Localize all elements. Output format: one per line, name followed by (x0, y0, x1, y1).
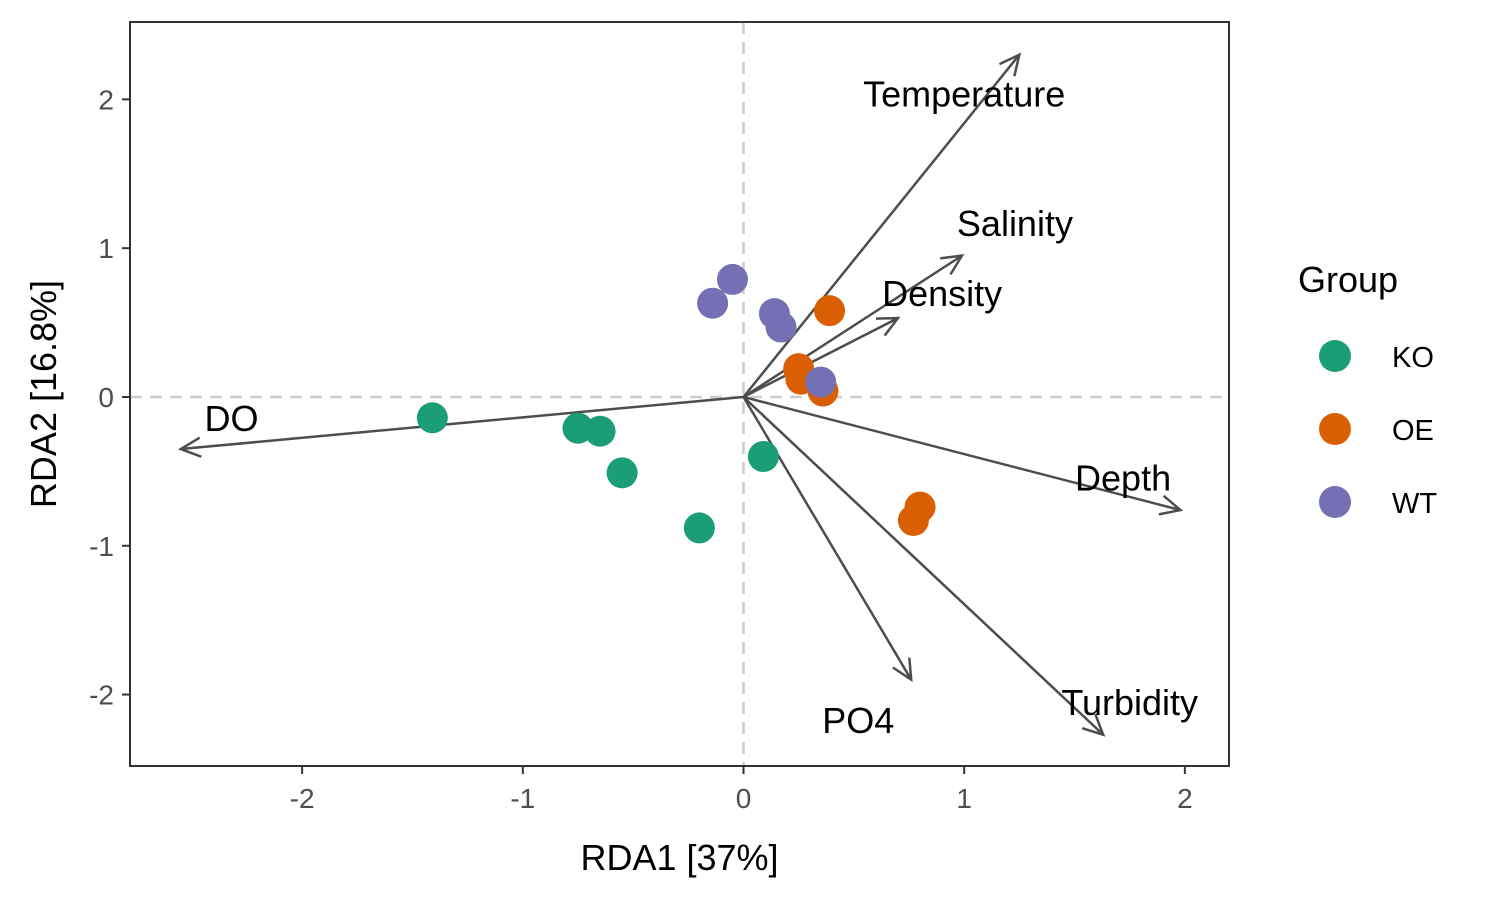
arrow-label-salinity: Salinity (957, 203, 1073, 244)
arrow-label-do: DO (205, 398, 259, 439)
point-ko (747, 440, 779, 472)
arrowhead-depth (1158, 494, 1184, 516)
arrowhead-do (177, 436, 202, 458)
arrow-label-depth: Depth (1075, 457, 1171, 498)
legend: Group KO OE WT (1298, 259, 1437, 520)
legend-label-ko: KO (1392, 342, 1434, 374)
arrow-label-po4: PO4 (822, 700, 894, 741)
arrow-label-density: Density (882, 273, 1002, 314)
plot-frame (129, 21, 1230, 767)
point-oe (897, 504, 929, 536)
x-tick-label: 1 (956, 783, 972, 814)
x-axis-ticks: -2 -1 0 1 2 (290, 766, 1193, 814)
legend-key-ko (1319, 340, 1351, 372)
point-ko (606, 457, 638, 489)
y-tick-label: 0 (98, 382, 114, 413)
point-wt (805, 366, 837, 398)
arrow-salinity (742, 254, 963, 399)
arrow-labels-layer: Temperature Salinity Density Depth Turbidity… (205, 73, 1199, 740)
x-tick-label: -1 (510, 783, 535, 814)
arrow-depth (743, 395, 1181, 512)
y-axis-ticks: -2 -1 0 1 2 (89, 84, 130, 711)
arrowhead-density (875, 316, 901, 337)
point-wt (765, 311, 797, 343)
point-wt (716, 263, 748, 295)
arrowhead-po4 (892, 657, 913, 683)
x-axis-title: RDA1 [37%] (580, 837, 778, 878)
legend-key-oe (1319, 413, 1351, 445)
legend-key-wt (1319, 486, 1351, 518)
point-oe (814, 295, 846, 327)
arrow-label-turbidity: Turbidity (1061, 682, 1198, 723)
points-layer (416, 263, 936, 544)
y-tick-label: 1 (98, 233, 114, 264)
point-ko (416, 402, 448, 434)
point-wt (697, 287, 729, 319)
y-tick-label: 2 (98, 84, 114, 115)
point-ko (584, 415, 616, 447)
legend-label-oe: OE (1392, 415, 1434, 447)
point-ko (683, 512, 715, 544)
arrowhead-temperature (998, 52, 1022, 77)
legend-title: Group (1298, 259, 1398, 300)
y-tick-label: -1 (89, 531, 114, 562)
arrows-layer (177, 52, 1184, 737)
arrow-do (180, 395, 744, 451)
reference-lines (130, 22, 1229, 766)
legend-label-wt: WT (1392, 488, 1437, 520)
x-tick-label: -2 (290, 783, 315, 814)
y-tick-label: -2 (89, 680, 114, 711)
arrowhead-turbidity (1081, 713, 1106, 737)
x-tick-label: 0 (736, 783, 752, 814)
arrow-label-temperature: Temperature (863, 73, 1065, 114)
x-tick-label: 2 (1177, 783, 1193, 814)
y-axis-title: RDA2 [16.8%] (23, 280, 64, 508)
arrowhead-salinity (939, 254, 965, 276)
arrow-density (742, 316, 899, 399)
arrow-turbidity (742, 396, 1105, 736)
